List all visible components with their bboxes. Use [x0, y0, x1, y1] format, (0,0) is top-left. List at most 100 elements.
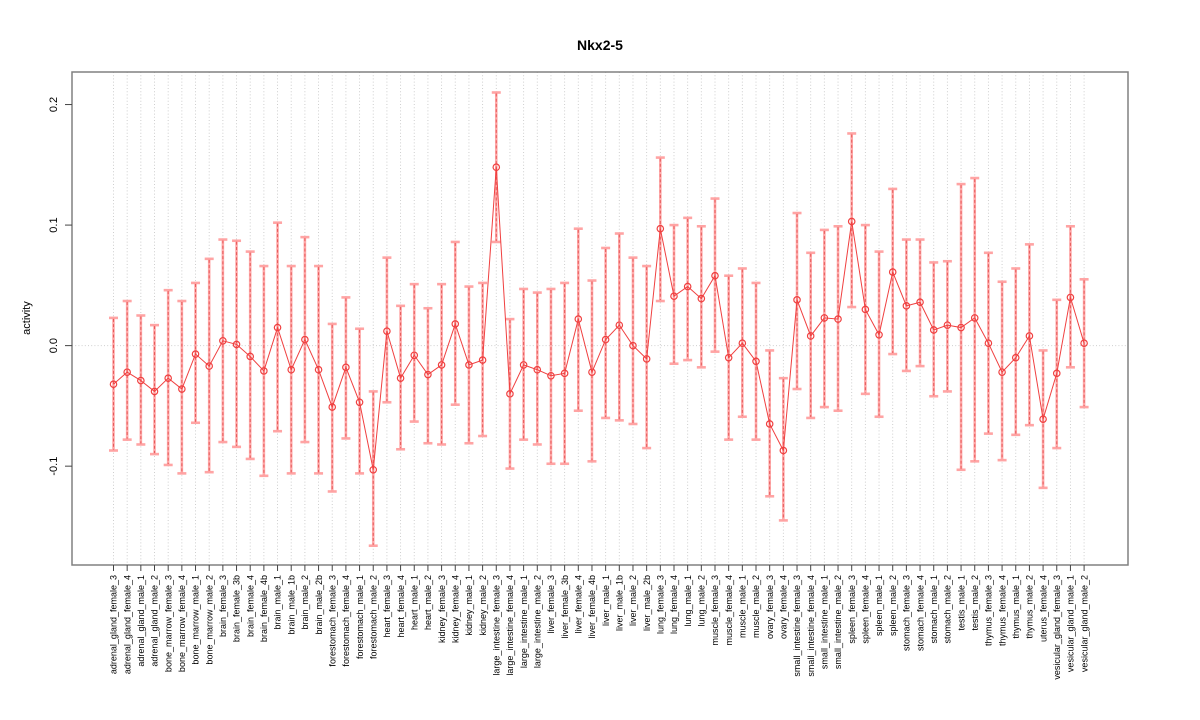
- x-tick-label: thymus_male_1: [1011, 575, 1021, 639]
- data-point: [1025, 332, 1034, 340]
- x-tick-label: ovary_female_3: [765, 575, 775, 639]
- data-point: [342, 363, 350, 372]
- x-tick-label: spleen_female_4: [861, 575, 871, 644]
- data-point: [615, 321, 624, 329]
- x-tick-label: lung_female_3: [656, 575, 666, 634]
- x-tick-label: adrenal_gland_female_4: [122, 575, 132, 674]
- x-tick-label: liver_female_3: [546, 575, 556, 634]
- x-tick-label: muscle_male_2: [751, 575, 761, 638]
- x-tick-label: small_intestine_female_3: [792, 575, 802, 677]
- x-tick-label: spleen_female_3: [847, 575, 857, 644]
- x-tick-label: brain_female_3: [218, 575, 228, 637]
- x-tick-label: spleen_male_2: [888, 575, 898, 636]
- data-point: [109, 380, 118, 388]
- chart-title: Nkx2-5: [577, 37, 623, 53]
- data-point: [260, 367, 268, 375]
- x-tick-label: testis_male_2: [970, 575, 980, 631]
- x-tick-label: liver_male_1b: [615, 575, 625, 631]
- data-point: [437, 361, 446, 369]
- data-point: [369, 465, 378, 474]
- data-point: [929, 326, 938, 334]
- x-tick-label: thymus_male_2: [1025, 575, 1035, 639]
- data-point: [957, 323, 965, 332]
- y-tick-label: 0.2: [48, 97, 60, 112]
- data-point: [574, 315, 583, 323]
- x-tick-label: vesicular_gland_male_1: [1066, 575, 1076, 672]
- x-tick-label: brain_male_1: [273, 575, 283, 630]
- data-point: [519, 361, 528, 369]
- x-tick-label: small_intestine_male_1: [820, 575, 830, 669]
- x-tick-label: small_intestine_male_2: [833, 575, 843, 669]
- x-tick-label: thymus_female_4: [997, 575, 1007, 646]
- x-tick-label: liver_male_2b: [642, 575, 652, 631]
- data-point: [547, 371, 555, 380]
- x-tick-label: testis_male_1: [956, 575, 966, 631]
- x-tick-label: adrenal_gland_male_1: [136, 575, 146, 667]
- data-point: [875, 330, 883, 339]
- data-point: [834, 315, 842, 323]
- x-tick-label: bone_marrow_male_2: [204, 575, 214, 665]
- data-point: [697, 294, 706, 303]
- data-point: [506, 390, 514, 398]
- x-tick-label: kidney_female_3: [437, 575, 447, 643]
- x-tick-label: large_intestine_male_2: [532, 575, 542, 668]
- x-tick-label: liver_female_3b: [560, 575, 570, 639]
- data-point: [806, 332, 815, 340]
- x-tick-label: kidney_male_2: [478, 575, 488, 636]
- data-point: [629, 341, 637, 350]
- x-tick-label: heart_male_1: [409, 575, 419, 630]
- y-tick-label: 0.1: [48, 217, 60, 232]
- x-tick-label: adrenal_gland_male_2: [150, 575, 160, 667]
- x-tick-label: stomach_male_1: [929, 575, 939, 644]
- data-point: [219, 336, 227, 345]
- data-point: [984, 339, 993, 348]
- x-tick-label: liver_female_4b: [587, 575, 597, 639]
- data-point: [642, 355, 651, 363]
- x-tick-label: bone_marrow_male_1: [191, 575, 201, 665]
- data-point: [205, 362, 213, 370]
- y-tick-label: -0.1: [48, 457, 60, 476]
- data-point: [137, 376, 145, 385]
- x-tick-label: muscle_female_4: [724, 575, 734, 646]
- data-point: [779, 446, 788, 455]
- x-tick-label: lung_male_1: [683, 575, 693, 627]
- x-tick-label: kidney_female_4: [450, 575, 460, 643]
- x-tick-label: lung_male_2: [697, 575, 707, 627]
- data-point: [847, 217, 856, 226]
- x-tick-label: stomach_female_4: [915, 575, 925, 651]
- x-tick-label: brain_female_4: [245, 575, 255, 637]
- y-tick-label: 0.0: [48, 338, 60, 353]
- data-point: [738, 339, 747, 348]
- x-tick-label: muscle_male_1: [738, 575, 748, 638]
- data-point: [314, 365, 323, 374]
- data-point: [164, 374, 172, 382]
- x-tick-label: adrenal_gland_female_3: [109, 575, 119, 674]
- x-tick-label: vesicular_gland_male_2: [1079, 575, 1089, 672]
- data-point: [752, 357, 760, 366]
- data-point: [410, 351, 419, 360]
- data-point: [1066, 293, 1075, 302]
- data-point: [424, 370, 432, 379]
- x-tick-label: liver_female_4: [573, 575, 583, 634]
- x-tick-label: heart_male_2: [423, 575, 433, 630]
- data-point: [301, 335, 309, 344]
- data-point: [888, 268, 897, 276]
- x-tick-label: brain_female_3b: [232, 575, 242, 642]
- x-tick-label: forestomach_male_1: [355, 575, 365, 659]
- data-point: [588, 368, 596, 376]
- data-point: [683, 282, 692, 291]
- data-point: [328, 403, 337, 411]
- data-point: [1052, 369, 1061, 378]
- data-point: [861, 305, 870, 314]
- x-tick-label: stomach_male_2: [943, 575, 953, 644]
- data-point: [1080, 339, 1088, 348]
- data-point: [178, 385, 186, 393]
- x-tick-label: bone_marrow_female_3: [163, 575, 173, 672]
- x-tick-label: large_intestine_female_3: [491, 575, 501, 676]
- data-point: [465, 361, 473, 369]
- data-point: [191, 350, 200, 358]
- data-point: [793, 296, 801, 304]
- data-point: [246, 352, 255, 361]
- x-tick-label: brain_female_4b: [259, 575, 269, 642]
